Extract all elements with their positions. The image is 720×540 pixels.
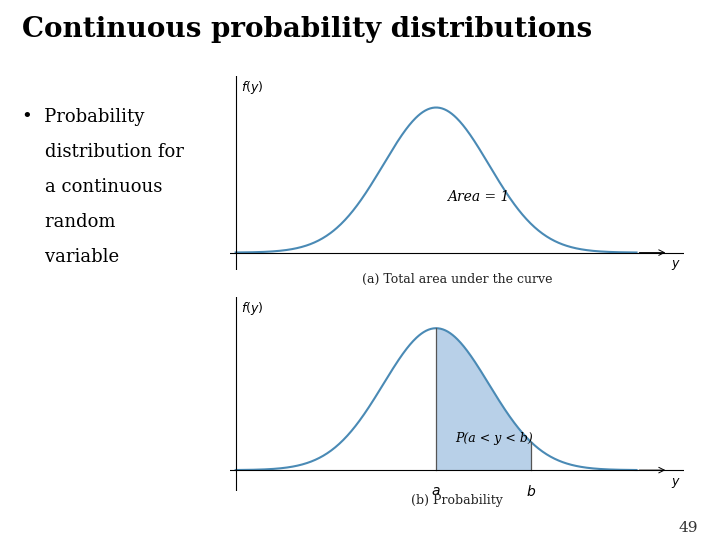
Text: •  Probability: • Probability bbox=[22, 108, 144, 126]
Text: 49: 49 bbox=[679, 521, 698, 535]
Text: random: random bbox=[22, 213, 115, 231]
Text: variable: variable bbox=[22, 248, 119, 266]
Text: $y$: $y$ bbox=[671, 476, 680, 490]
Text: $y$: $y$ bbox=[671, 259, 680, 272]
Text: Area = 1: Area = 1 bbox=[447, 191, 510, 205]
Text: $f(y)$: $f(y)$ bbox=[241, 79, 264, 96]
Text: distribution for: distribution for bbox=[22, 143, 184, 161]
Text: a continuous: a continuous bbox=[22, 178, 162, 196]
Text: P(a < y < b): P(a < y < b) bbox=[455, 433, 533, 446]
Text: Continuous probability distributions: Continuous probability distributions bbox=[22, 16, 592, 43]
Text: $f(y)$: $f(y)$ bbox=[241, 300, 264, 317]
Text: $a$: $a$ bbox=[431, 484, 441, 498]
Text: (b) Probability: (b) Probability bbox=[411, 494, 503, 507]
Text: $b$: $b$ bbox=[526, 484, 536, 500]
Text: (a) Total area under the curve: (a) Total area under the curve bbox=[362, 273, 552, 286]
